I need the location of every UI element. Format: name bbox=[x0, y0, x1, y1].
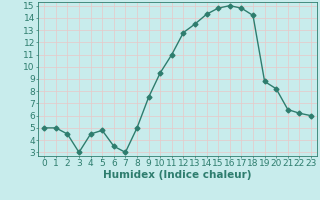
X-axis label: Humidex (Indice chaleur): Humidex (Indice chaleur) bbox=[103, 170, 252, 180]
